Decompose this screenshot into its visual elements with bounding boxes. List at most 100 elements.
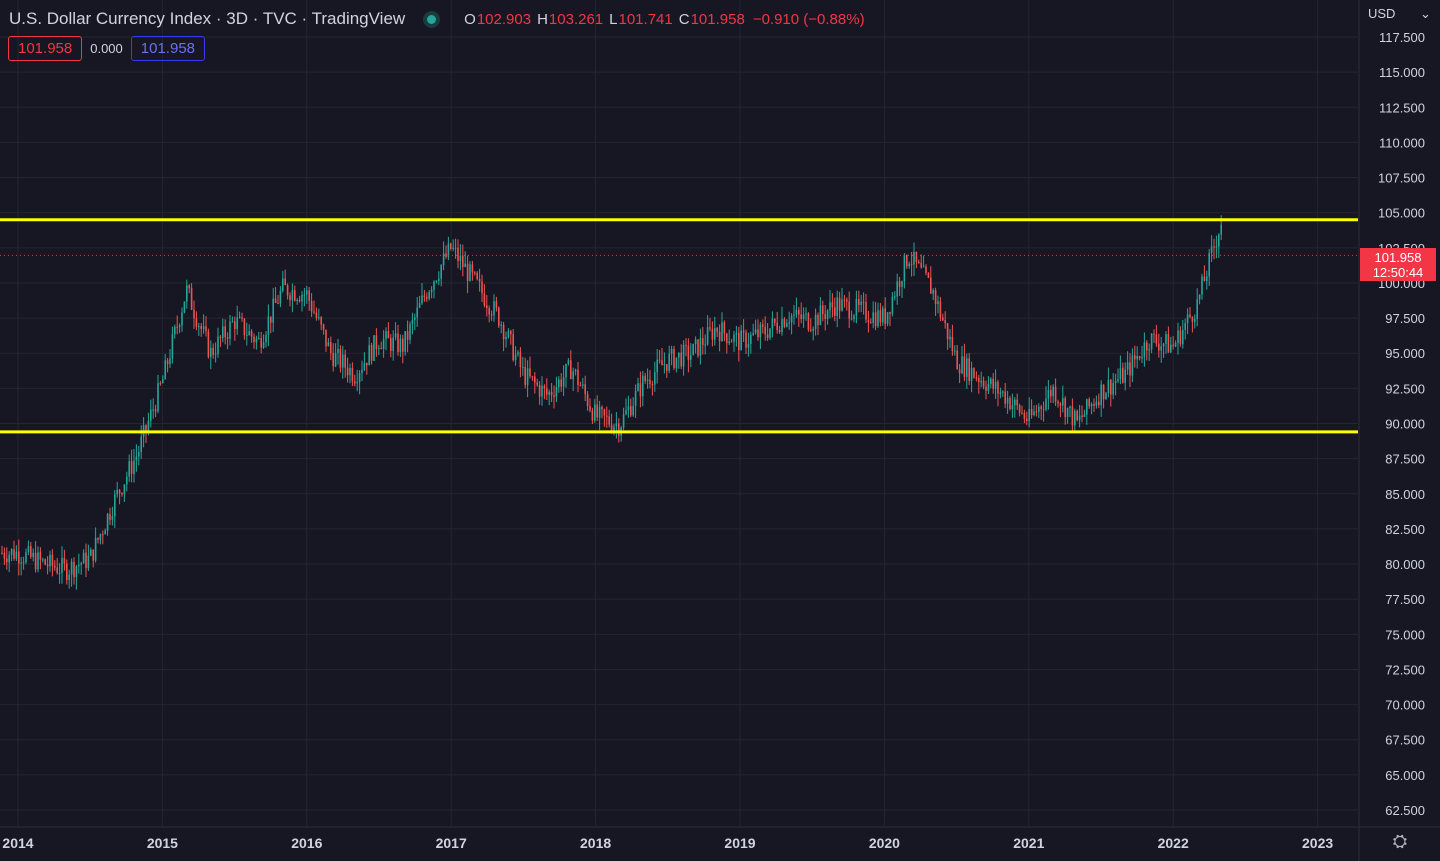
candle-body [1167, 334, 1170, 353]
time-axis[interactable]: 2014 2015 2016 2017 2018 2019 2020 2021 2022 2023 [0, 826, 1440, 851]
candle-body [135, 456, 138, 461]
candle-body [694, 339, 697, 344]
price-tick-label: 67.500 [1385, 733, 1425, 748]
candle-body [378, 348, 380, 350]
candle-body [865, 302, 867, 320]
symbol-title[interactable]: U.S. Dollar Currency Index · 3D · TVC · … [9, 9, 406, 28]
candle-body [6, 558, 8, 563]
candle-body [356, 382, 358, 384]
candle-body [934, 290, 937, 305]
candle-body [90, 549, 92, 556]
candle-body [776, 322, 778, 331]
candle-body [174, 326, 176, 335]
candle-body [34, 552, 37, 570]
candle-body [987, 383, 990, 391]
candle-body [682, 344, 685, 367]
candle-body [279, 290, 282, 304]
price-tick-label: 82.500 [1385, 522, 1425, 537]
candle-body [46, 564, 49, 567]
candle-body [459, 255, 462, 262]
price-tick-label: 107.500 [1378, 171, 1425, 186]
candle-body [793, 314, 795, 316]
candle-body [1011, 405, 1014, 410]
candle-body [1038, 406, 1040, 412]
candle-body [1040, 406, 1042, 409]
horizontal-levels[interactable] [0, 218, 1358, 434]
candle-body [946, 323, 949, 340]
candle-body [349, 367, 351, 376]
candle-body [1177, 330, 1179, 344]
candle-body [262, 342, 265, 348]
candle-body [164, 360, 166, 380]
candle-body [937, 301, 939, 305]
candle-body [8, 554, 10, 563]
candle-body [826, 310, 829, 319]
candle-body [222, 326, 224, 339]
candle-body [555, 387, 558, 397]
candle-body [445, 253, 447, 257]
candle-body [591, 410, 594, 421]
candle-body [25, 552, 27, 563]
candle-body [673, 348, 675, 369]
currency-selector[interactable]: USD [1368, 6, 1396, 21]
candle-body [457, 247, 459, 262]
candle-body [1114, 381, 1117, 384]
candle-body [1059, 403, 1062, 406]
time-tick-label: 2021 [1013, 835, 1044, 851]
candle-body [942, 317, 944, 321]
candle-body [843, 299, 846, 301]
candle-body [524, 366, 526, 385]
candle-body [75, 566, 78, 578]
candle-body [1179, 330, 1182, 345]
open-value: 102.903 [476, 10, 532, 28]
candle-body [236, 317, 238, 330]
candle-body [404, 331, 406, 352]
indicator-values: 101.958 0.000 101.958 [8, 36, 206, 61]
candle-body [754, 329, 757, 333]
chevron-down-icon[interactable]: ⌄ [1420, 6, 1431, 21]
candle-body [721, 322, 723, 342]
value-box-blue[interactable]: 101.958 [130, 36, 206, 61]
candle-body [39, 552, 42, 560]
candle-body [358, 373, 361, 383]
candle-body [1078, 415, 1081, 420]
candle-body [1124, 369, 1126, 383]
time-tick-label: 2015 [147, 835, 178, 851]
candle-body [402, 338, 404, 352]
candle-body [867, 319, 870, 323]
candle-body [248, 331, 250, 336]
candle-body [1141, 356, 1143, 359]
candle-body [387, 331, 390, 339]
candle-body [123, 484, 126, 495]
candle-body [342, 354, 344, 368]
candle-body [428, 292, 430, 299]
candle-body [1150, 333, 1153, 350]
candle-body [870, 322, 872, 324]
price-axis[interactable]: 117.500 115.000 112.500 110.000 107.500 105.0… [1358, 0, 1425, 861]
candle-body [836, 297, 838, 316]
settings-gear-icon[interactable]: ⛭ [1392, 831, 1408, 851]
candle-body [759, 324, 762, 338]
candle-body [692, 343, 694, 356]
candle-body [685, 344, 687, 346]
change-value: −0.910 (−0.88%) [752, 10, 865, 28]
value-box-red[interactable]: 101.958 [8, 36, 83, 61]
candle-body [567, 360, 570, 365]
candle-body [121, 493, 123, 495]
low-value: 101.741 [618, 10, 673, 28]
candle-body [882, 308, 884, 323]
market-status-icon [427, 14, 437, 24]
candle-body [1110, 379, 1112, 395]
candle-body [654, 372, 656, 385]
candle-body [601, 406, 603, 410]
candle-body [390, 338, 392, 351]
candle-body [207, 331, 210, 357]
candle-body [874, 312, 877, 327]
candle-body [963, 356, 966, 377]
candle-body [1134, 355, 1136, 360]
candle-body [961, 356, 963, 374]
candle-body [922, 266, 925, 268]
candle-body [884, 308, 886, 324]
price-tick-label: 95.000 [1385, 346, 1425, 361]
